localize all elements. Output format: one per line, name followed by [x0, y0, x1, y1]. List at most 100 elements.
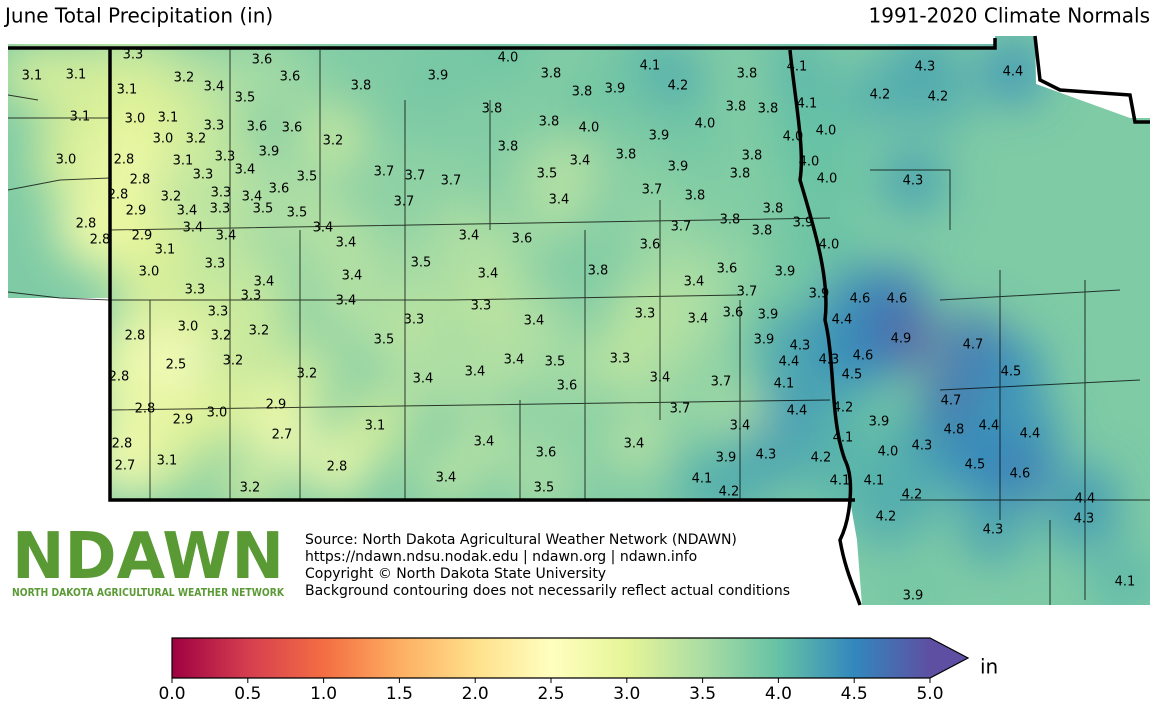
station-value: 4.3	[790, 339, 811, 354]
station-value: 3.4	[313, 221, 334, 236]
station-value: 3.4	[650, 371, 671, 386]
contour-blob	[183, 379, 251, 447]
station-value: 3.7	[737, 285, 758, 300]
station-value: 4.0	[498, 51, 519, 66]
station-value: 4.1	[692, 472, 713, 487]
source-line: https://ndawn.ndsu.nodak.edu | ndawn.org…	[305, 549, 697, 565]
station-value: 3.7	[441, 174, 462, 189]
contour-blob	[646, 375, 714, 443]
station-value: 3.8	[737, 67, 758, 82]
station-value: 3.1	[365, 419, 386, 434]
contour-blob	[303, 433, 371, 501]
station-value: 4.4	[832, 313, 853, 328]
station-value: 3.5	[235, 91, 256, 106]
station-value: 3.4	[436, 471, 457, 486]
station-value: 3.3	[635, 307, 656, 322]
colorbar-tick-label: 3.5	[689, 684, 716, 704]
station-value: 3.6	[723, 306, 744, 321]
contour-blob	[32, 126, 100, 194]
station-value: 3.0	[56, 153, 77, 168]
station-value: 3.4	[177, 204, 198, 219]
station-value: 2.8	[125, 329, 146, 344]
colorbar-extend	[930, 638, 968, 678]
station-value: 4.0	[799, 155, 820, 170]
station-value: 2.7	[115, 459, 136, 474]
station-value: 4.7	[941, 394, 962, 409]
station-value: 4.4	[979, 419, 1000, 434]
contour-blob	[370, 168, 438, 236]
station-value: 3.0	[125, 112, 146, 127]
station-value: 4.1	[774, 377, 795, 392]
logo: NDAWN NORTH DAKOTA AGRICULTURAL WEATHER …	[12, 520, 285, 599]
station-value: 3.4	[688, 312, 709, 327]
station-value: 3.5	[253, 202, 274, 217]
station-value: 4.0	[819, 238, 840, 253]
station-value: 4.1	[640, 59, 661, 74]
station-value: 3.2	[211, 329, 232, 344]
map-title: June Total Precipitation (in)	[3, 4, 273, 28]
station-value: 3.9	[903, 589, 924, 604]
station-value: 3.2	[297, 367, 318, 382]
contour-blob	[904, 63, 972, 131]
station-value: 2.8	[76, 217, 97, 232]
station-value: 3.4	[216, 229, 237, 244]
colorbar-tick-label: 0.0	[158, 684, 185, 704]
station-value: 3.4	[235, 163, 256, 178]
station-value: 3.6	[280, 70, 301, 85]
station-value: 4.2	[876, 510, 897, 525]
station-value: 4.5	[965, 458, 986, 473]
station-value: 3.4	[413, 372, 434, 387]
station-value: 4.4	[779, 355, 800, 370]
station-value: 3.4	[342, 269, 363, 284]
station-value: 3.2	[223, 354, 244, 369]
station-value: 3.6	[252, 53, 273, 68]
station-value: 3.4	[730, 419, 751, 434]
station-value: 4.6	[887, 292, 908, 307]
contour-blob	[879, 147, 947, 215]
station-value: 3.4	[524, 314, 545, 329]
contour-blob	[1050, 485, 1118, 553]
station-value: 3.7	[711, 375, 732, 390]
station-value: 3.6	[247, 120, 268, 135]
station-value: 3.8	[730, 167, 751, 182]
contour-blob	[600, 410, 668, 478]
station-value: 3.7	[671, 220, 692, 235]
station-value: 3.8	[616, 148, 637, 163]
station-value: 3.3	[471, 299, 492, 314]
station-value: 4.2	[928, 90, 949, 105]
station-value: 3.1	[157, 454, 178, 469]
colorbar-fill	[172, 638, 930, 678]
station-value: 3.3	[123, 48, 144, 63]
station-value: 3.3	[204, 119, 225, 134]
station-value: 3.5	[297, 170, 318, 185]
station-value: 4.5	[1001, 365, 1022, 380]
station-value: 3.9	[259, 145, 280, 160]
colorbar-tick-label: 3.0	[613, 684, 640, 704]
station-value: 3.3	[205, 257, 226, 272]
station-value: 3.8	[752, 224, 773, 239]
station-value: 4.3	[903, 174, 924, 189]
station-value: 3.5	[537, 167, 558, 182]
station-value: 3.4	[242, 190, 263, 205]
station-value: 4.0	[579, 121, 600, 136]
station-value: 3.6	[717, 262, 738, 277]
station-value: 3.4	[204, 80, 225, 95]
contour-blob	[986, 440, 1054, 508]
station-value: 4.7	[963, 338, 984, 353]
station-value: 3.8	[572, 85, 593, 100]
station-value: 4.2	[902, 488, 923, 503]
logo-tagline: NORTH DAKOTA AGRICULTURAL WEATHER NETWOR…	[12, 587, 285, 599]
station-value: 3.3	[404, 313, 425, 328]
station-value: 4.2	[833, 401, 854, 416]
contour-blob	[199, 327, 267, 395]
station-value: 3.1	[173, 154, 194, 169]
station-value: 3.4	[684, 275, 705, 290]
colorbar-frame	[171, 637, 970, 679]
station-value: 2.8	[90, 233, 111, 248]
station-value: 3.9	[605, 82, 626, 97]
station-value: 3.8	[742, 149, 763, 164]
station-value: 3.7	[642, 183, 663, 198]
station-value: 4.2	[811, 451, 832, 466]
contour-blob	[389, 345, 457, 413]
station-value: 4.3	[983, 523, 1004, 538]
